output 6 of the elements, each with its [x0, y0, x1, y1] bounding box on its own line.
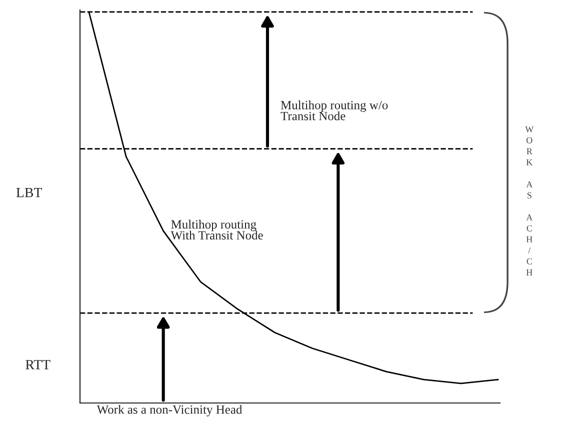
text: LBT	[16, 188, 42, 198]
x-axis-title: Work as a non-Vicinity Head	[96, 404, 242, 416]
text: RTT	[26, 360, 50, 370]
annotation: Multihop routing With Transit Node	[170, 220, 263, 240]
annotation: Multihop routing w/o Transit Node	[280, 100, 388, 120]
text: WORK AS ACH/CH	[525, 126, 534, 276]
